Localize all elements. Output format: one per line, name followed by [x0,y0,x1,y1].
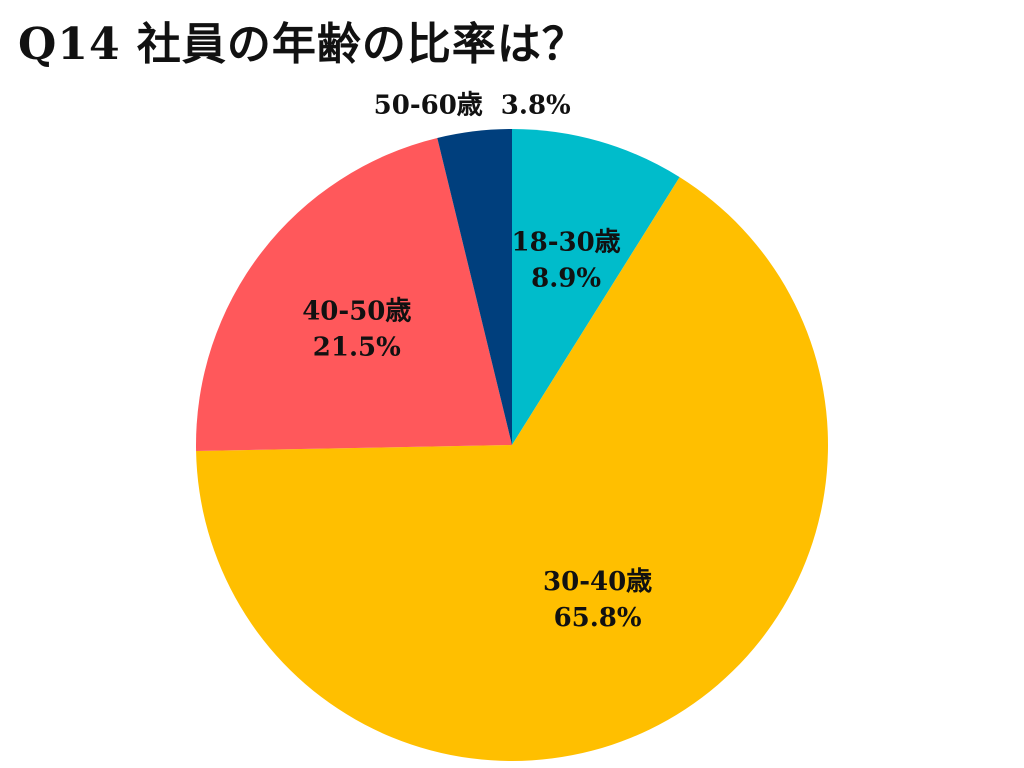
slice-value-label: 3.8% [501,90,571,120]
pie-slice-40-50 [196,137,512,451]
slice-label-50-60: 50-60歳 3.8% [374,90,571,120]
slice-category-label: 50-60歳 [374,90,483,120]
chart-title: Q14 社員の年齢の比率は？ [18,19,587,70]
slice-category-label-18-30: 18-30歳 [512,228,621,258]
slice-value-label-18-30: 8.9% [531,264,601,294]
slice-value-label-40-50: 21.5% [313,332,401,362]
pie-slice-30-40 [196,177,829,761]
slice-category-label-30-40: 30-40歳 [543,567,652,597]
pie-slice-18-30 [512,129,680,445]
slice-category-label-40-50: 40-50歳 [302,296,411,326]
slice-value-label-30-40: 65.8% [554,603,642,633]
pie-slice-50-60 [437,129,512,445]
